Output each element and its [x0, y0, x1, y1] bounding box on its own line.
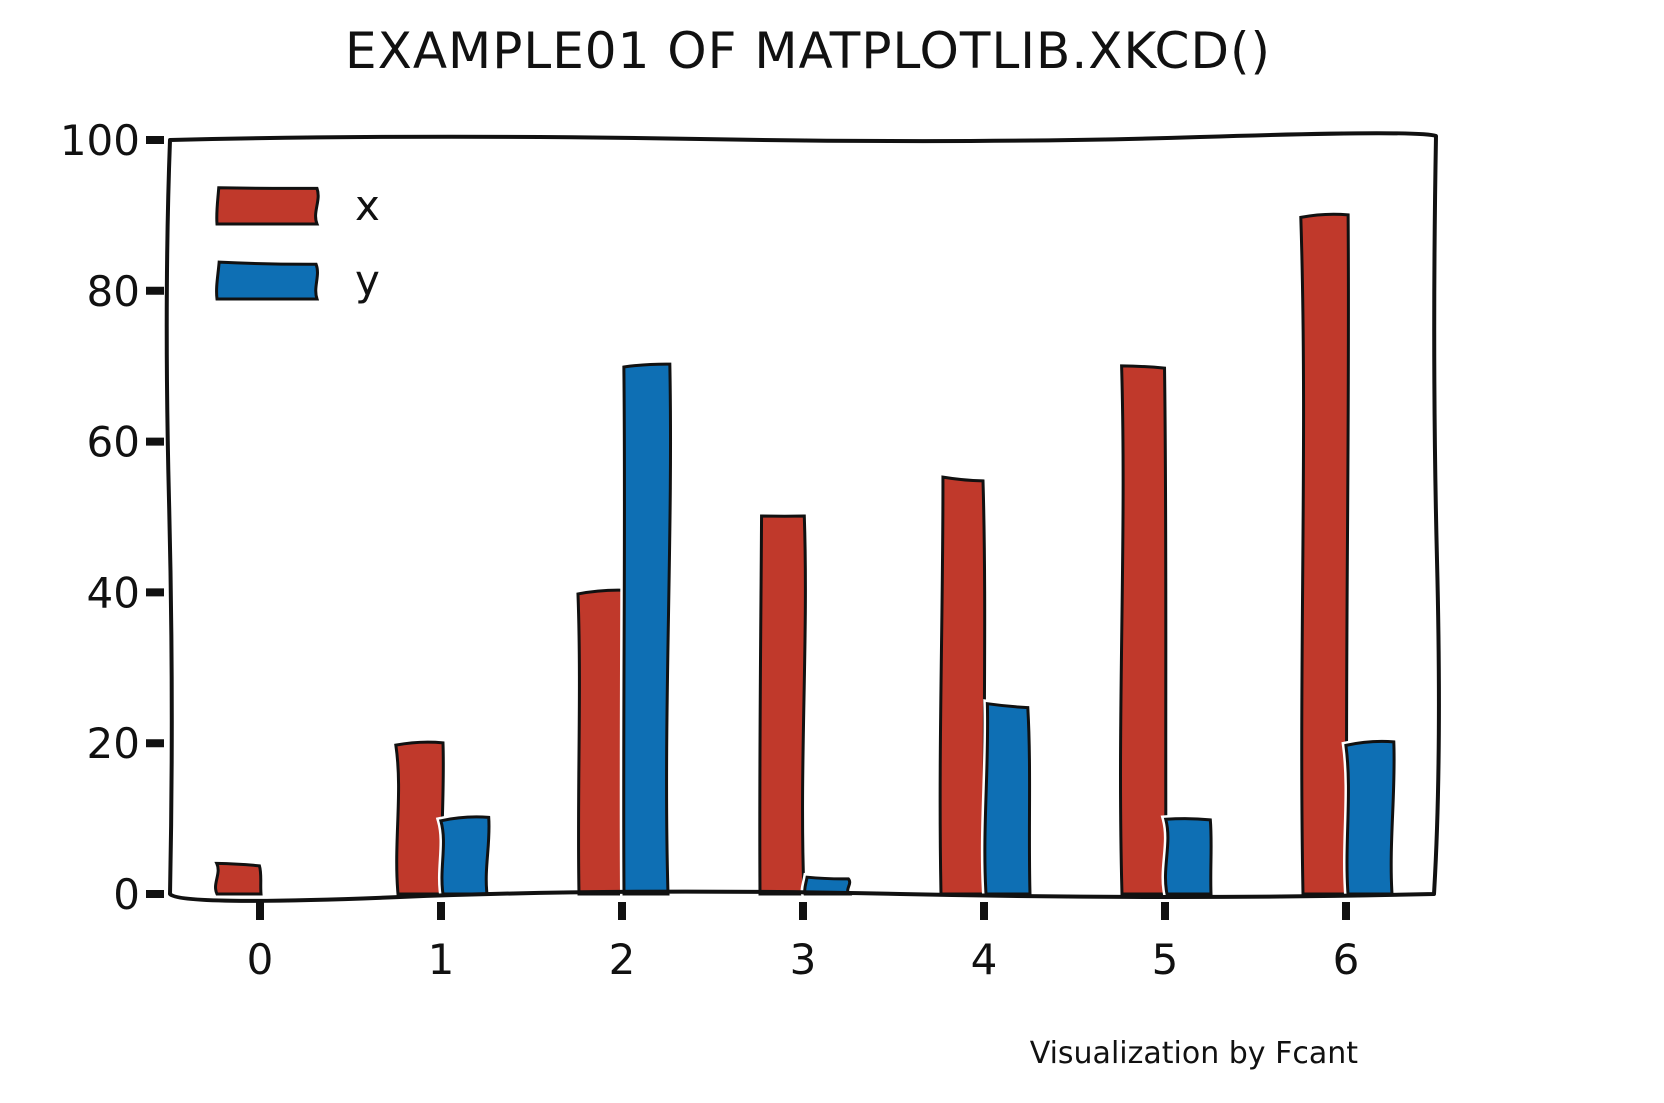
y-tick-label-40: 40 [87, 568, 140, 617]
bar-y-2 [622, 362, 673, 896]
legend: xy [215, 181, 380, 305]
y-tick-label-80: 80 [87, 267, 140, 316]
x-axis: 0 1 2 3 4 5 6 [247, 902, 1360, 984]
bar-x-6 [1299, 212, 1350, 896]
bar-y-3 [803, 875, 853, 896]
bar-y-4 [983, 701, 1032, 896]
bar-x-5 [1119, 364, 1168, 896]
credit-text: Visualization by Fcant [1030, 1036, 1359, 1071]
bar-x-4 [938, 475, 987, 896]
bar-x-0 [214, 861, 263, 896]
y-tick-label-60: 60 [87, 418, 140, 467]
bar-x-2 [576, 588, 628, 896]
x-tick-label-4: 4 [971, 935, 998, 984]
legend-label-x: x [355, 181, 380, 230]
chart-title: EXAMPLE01 OF MATPLOTLIB.XKCD() [345, 22, 1271, 80]
legend-label-y: y [355, 256, 380, 305]
bar-y-5 [1163, 817, 1213, 896]
bars-layer [210, 210, 1399, 898]
x-tick-label-0: 0 [247, 935, 274, 984]
bar-y-1 [438, 815, 491, 896]
y-axis: 0 20 40 60 80 100 [60, 116, 164, 919]
x-tick-label-6: 6 [1333, 935, 1360, 984]
y-tick-label-0: 0 [113, 870, 140, 919]
bar-y-6 [1344, 739, 1396, 896]
legend-swatch-y [215, 260, 320, 301]
x-tick-label-5: 5 [1152, 935, 1179, 984]
plot-frame [164, 131, 1441, 903]
x-tick-label-3: 3 [790, 935, 817, 984]
x-tick-label-2: 2 [609, 935, 636, 984]
legend-swatch-x [215, 186, 320, 226]
y-tick-label-100: 100 [60, 116, 140, 165]
bar-x-3 [758, 514, 807, 896]
x-tick-label-1: 1 [428, 935, 455, 984]
y-tick-label-20: 20 [87, 719, 140, 768]
